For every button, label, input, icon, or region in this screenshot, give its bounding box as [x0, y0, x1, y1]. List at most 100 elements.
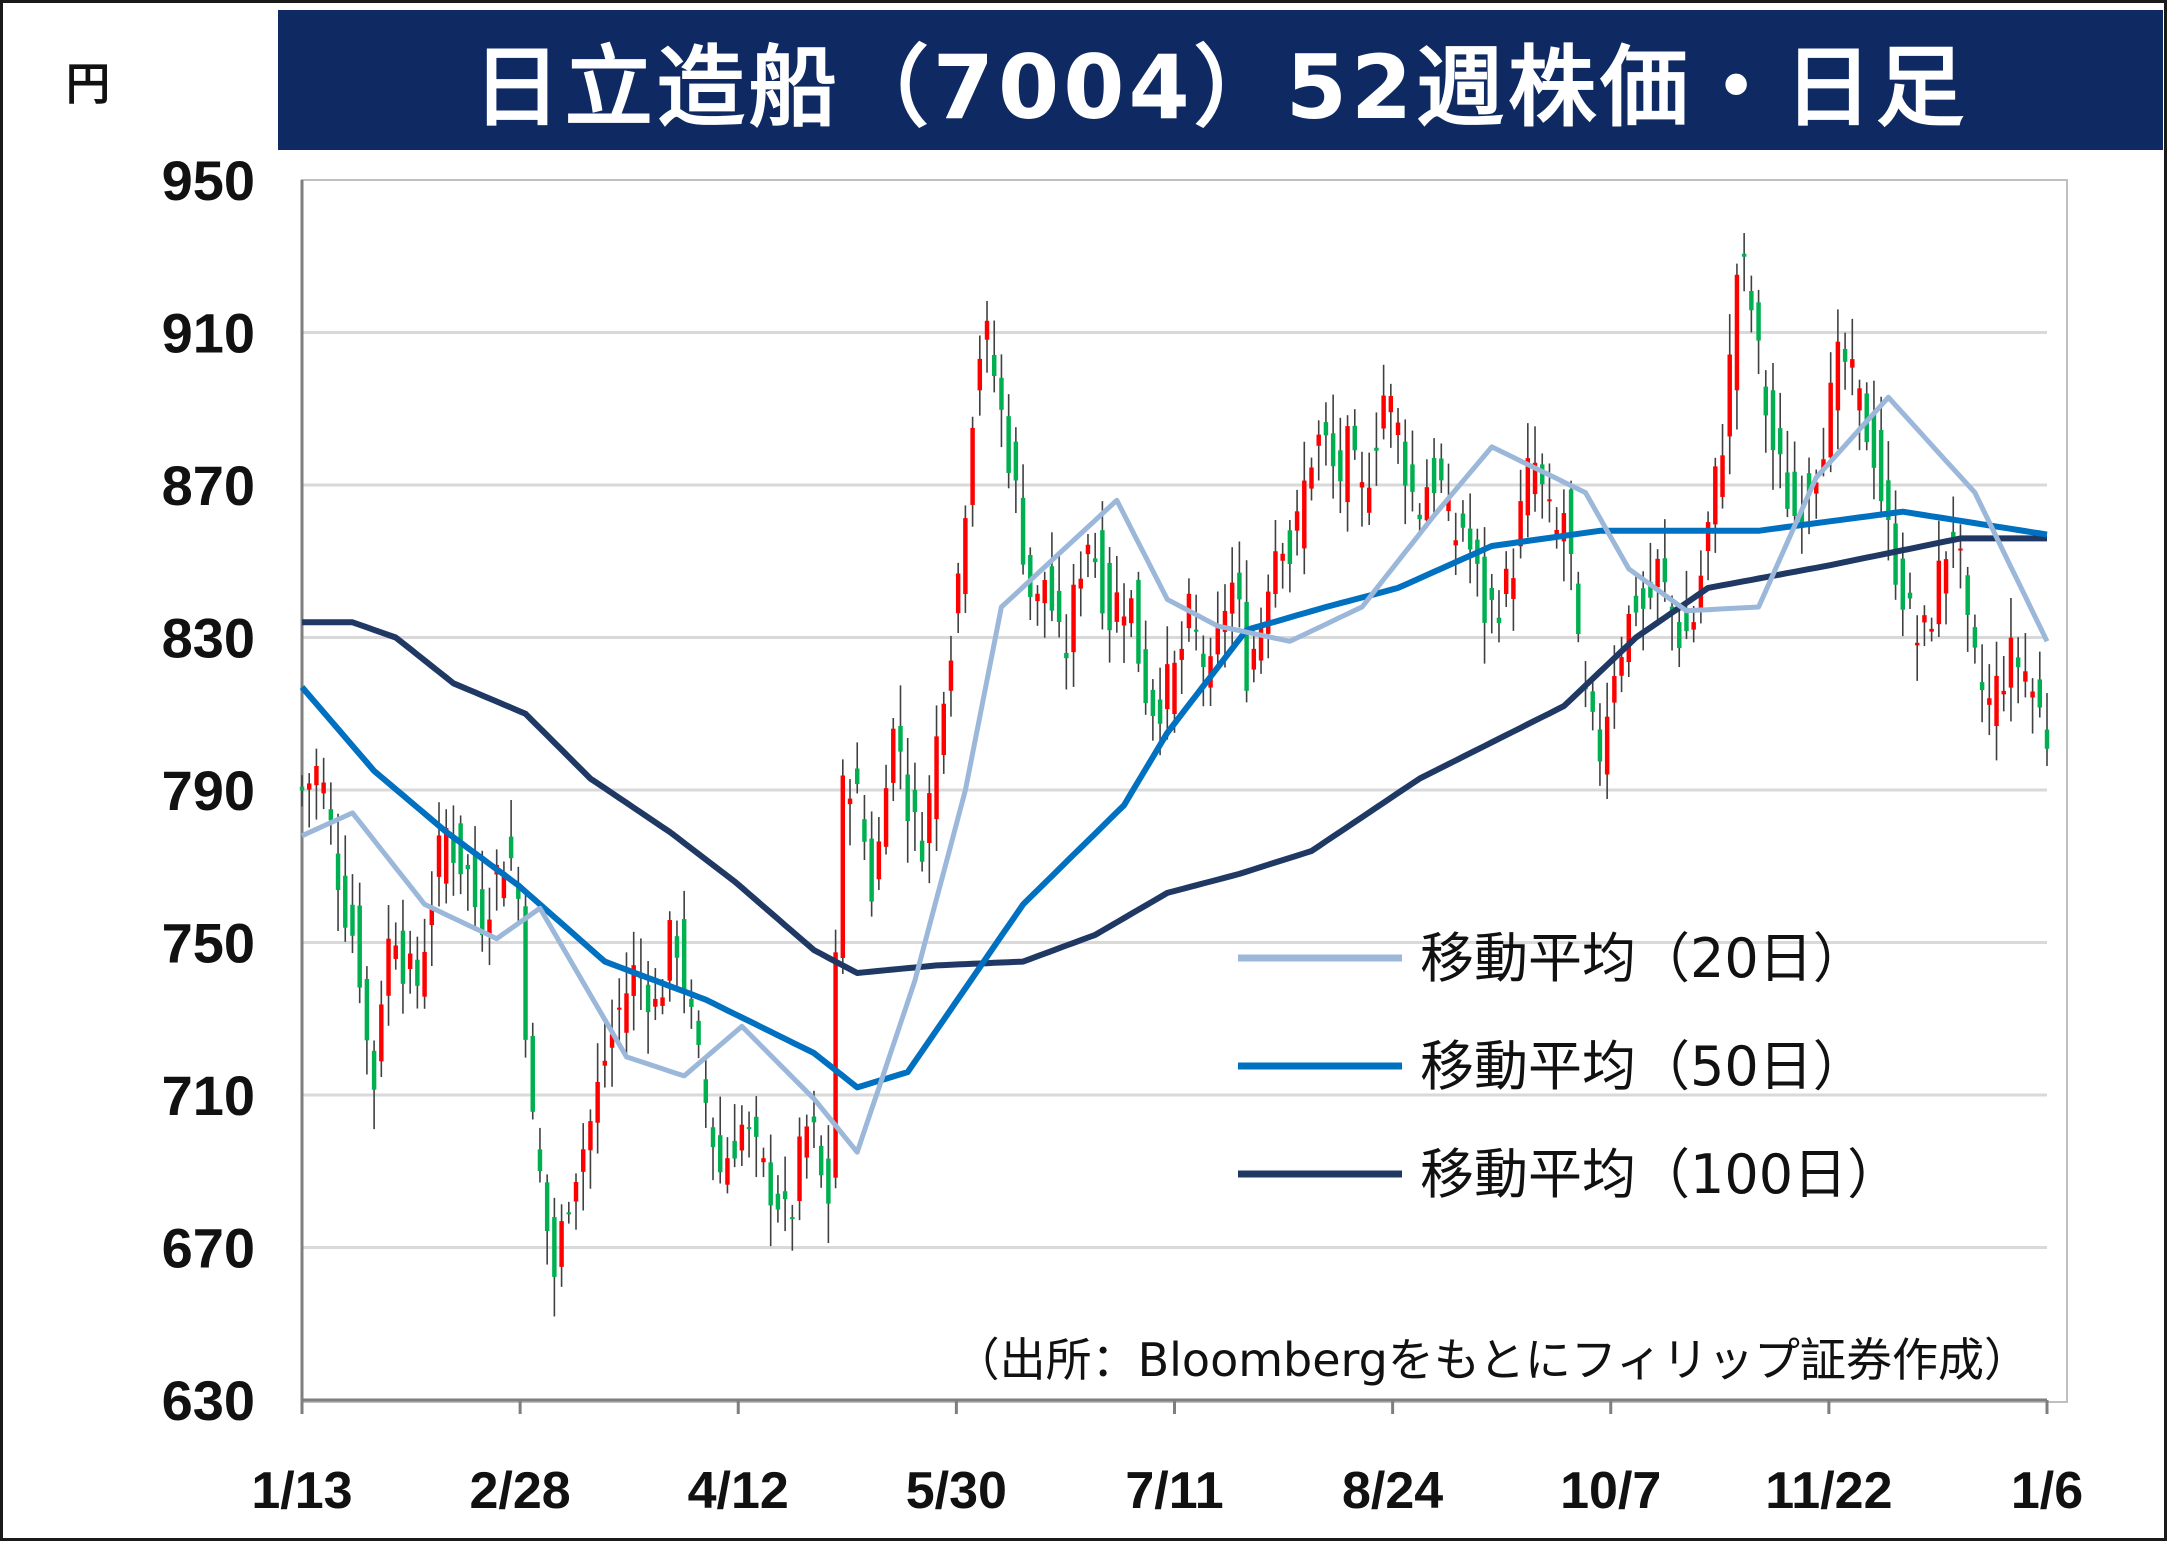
candle-body — [977, 358, 983, 391]
candle-body — [1287, 530, 1293, 565]
candle-body — [1114, 592, 1120, 622]
y-tick-label: 950 — [162, 149, 255, 212]
candle-body — [1489, 587, 1494, 600]
candle-body — [350, 904, 355, 936]
candle-body — [1092, 558, 1098, 563]
candle-body — [1266, 591, 1271, 634]
candle-body — [1237, 572, 1242, 600]
candle-body — [1749, 290, 1754, 311]
candle-body — [1251, 648, 1257, 670]
candle-body — [458, 823, 463, 875]
candle-body — [1013, 441, 1019, 481]
candle-body — [1987, 698, 1992, 705]
candle-body — [703, 1079, 709, 1103]
candle-body — [689, 998, 694, 1007]
candle-body — [400, 930, 406, 984]
y-tick-label: 710 — [162, 1064, 255, 1127]
candle-body — [508, 836, 514, 859]
candle-body — [1914, 642, 1920, 646]
candle-body — [1446, 499, 1451, 512]
candle-body — [710, 1127, 716, 1148]
candle-body — [1929, 628, 1934, 632]
legend-label-ma20: 移動平均（20日） — [1420, 927, 1867, 990]
y-tick-label: 630 — [162, 1369, 255, 1432]
candle-body — [674, 936, 680, 958]
candle-body — [429, 908, 435, 926]
candle-body — [1078, 578, 1083, 589]
candle-body — [1619, 657, 1624, 676]
candle-body — [1503, 568, 1509, 595]
candle-body — [963, 518, 968, 595]
candle-body — [1886, 480, 1891, 520]
candle-body — [1756, 302, 1761, 341]
moving-averages — [299, 394, 2050, 1155]
candle-body — [386, 938, 391, 996]
candle-body — [1741, 253, 1747, 257]
candle-body — [1633, 595, 1639, 613]
candle-body — [2001, 690, 2006, 695]
candle-body — [1958, 548, 1963, 551]
candle-body — [1835, 341, 1841, 411]
candle-body — [1179, 648, 1184, 660]
candle-body — [1612, 676, 1617, 703]
candle-body — [1100, 530, 1105, 614]
candle-body — [1244, 601, 1249, 691]
candle-body — [970, 427, 975, 505]
candle-body — [364, 979, 370, 1041]
candle-body — [1302, 480, 1307, 549]
candle-body — [797, 1136, 802, 1201]
candle-body — [905, 774, 910, 822]
candle-body — [487, 919, 492, 934]
legend-label-ma100: 移動平均（100日） — [1420, 1143, 1901, 1206]
candle-body — [1568, 489, 1574, 554]
candle-body — [1165, 664, 1170, 710]
candle-body — [1222, 610, 1228, 632]
candle-body — [379, 1004, 384, 1062]
candle-body — [855, 768, 860, 785]
candle-body — [1842, 348, 1848, 362]
candle-body — [941, 703, 946, 756]
candle-body — [862, 819, 867, 842]
candle-body — [984, 320, 990, 340]
candle-body — [1705, 522, 1711, 552]
y-tick-label: 750 — [162, 912, 255, 975]
candle-body — [1525, 458, 1531, 516]
candle-body — [1460, 513, 1466, 528]
candle-body — [1713, 466, 1718, 525]
candle-body — [1143, 649, 1148, 704]
x-tick-label: 11/22 — [1765, 1462, 1892, 1520]
y-tick-label: 910 — [162, 302, 255, 365]
candle-body — [573, 1182, 579, 1202]
candle-body — [343, 875, 348, 928]
candle-body — [768, 1162, 773, 1206]
candle-body — [1655, 558, 1660, 588]
candle-body — [631, 965, 636, 996]
x-tick-label: 5/30 — [906, 1462, 1007, 1520]
ma20-line — [300, 394, 2050, 1155]
candle-body — [1684, 611, 1689, 632]
candle-body — [999, 377, 1004, 410]
candle-body — [2008, 637, 2014, 688]
candle-body — [826, 1158, 831, 1204]
candle-body — [869, 838, 874, 902]
candle-body — [696, 1020, 701, 1045]
candle-body — [1201, 653, 1206, 667]
candle-body — [1850, 359, 1855, 368]
y-tick-label: 670 — [162, 1217, 255, 1280]
candle-body — [537, 1149, 543, 1172]
candle-body — [919, 840, 925, 862]
candle-body — [1640, 588, 1646, 609]
candle-body — [1107, 562, 1112, 631]
x-tick-label: 10/7 — [1560, 1462, 1661, 1520]
candle-body — [1965, 575, 1970, 615]
candle-body — [847, 798, 853, 805]
candle-body — [1395, 422, 1401, 436]
candle-body — [1359, 482, 1365, 488]
candle-body — [1907, 592, 1913, 599]
ma50-line — [299, 508, 2048, 1091]
candle-body — [818, 1145, 824, 1176]
candle-body — [1828, 382, 1833, 458]
candle-body — [1330, 433, 1336, 467]
candle-body — [717, 1135, 723, 1173]
candle-body — [602, 1060, 608, 1066]
